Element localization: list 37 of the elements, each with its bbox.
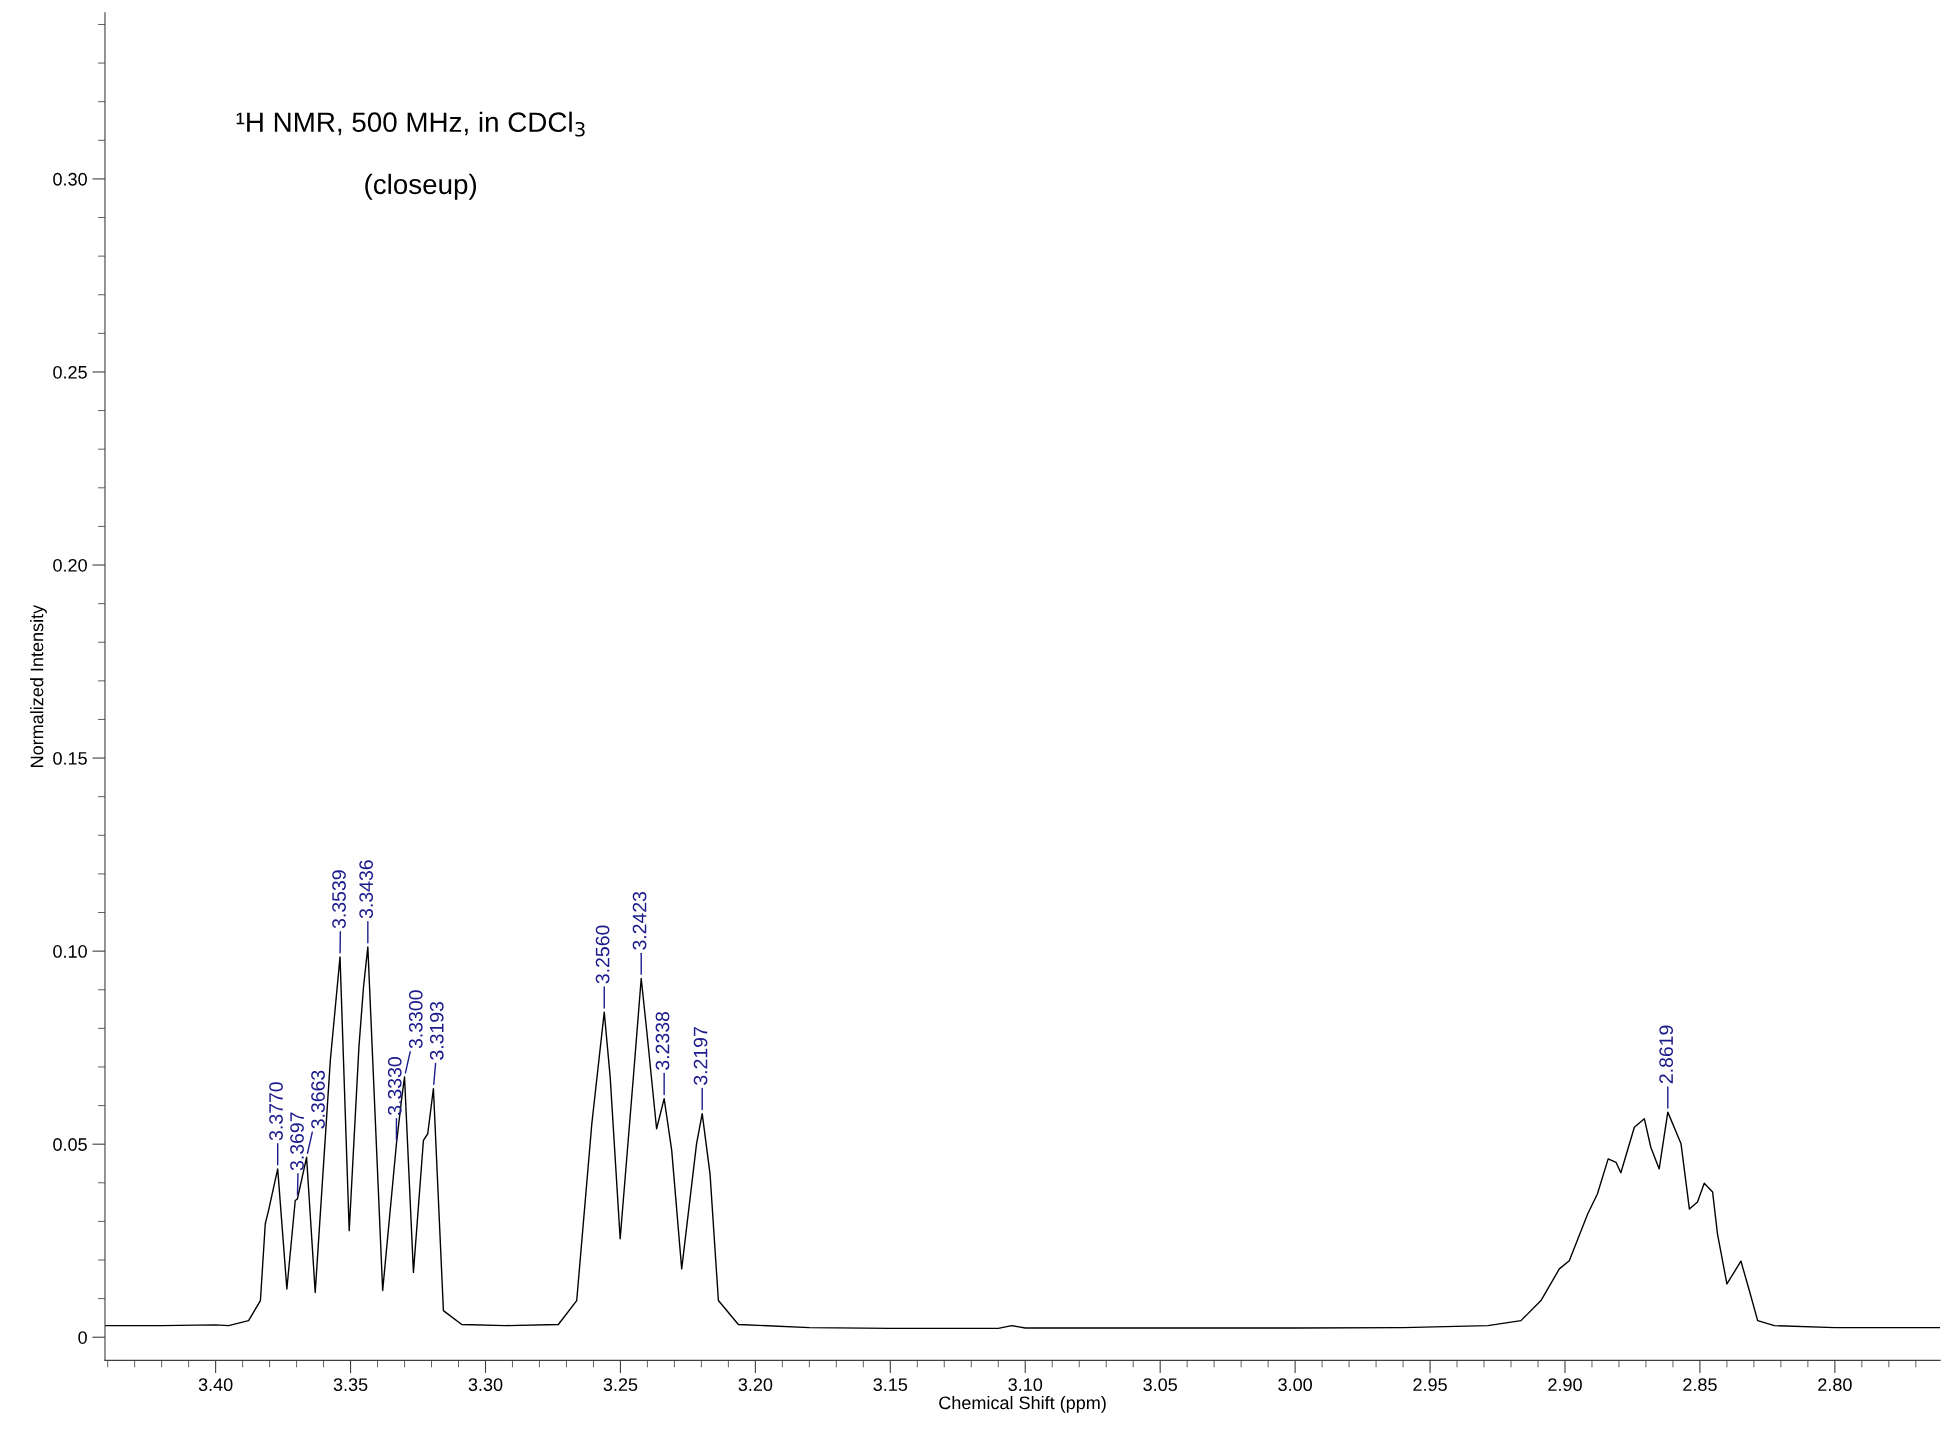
x-tick-label: 2.80	[1818, 1378, 1852, 1392]
y-tick-label: 0.25	[53, 365, 87, 379]
x-tick-label: 3.05	[1143, 1378, 1177, 1392]
y-tick-label: 0.30	[53, 172, 87, 186]
annotation: 3.2338	[655, 1011, 670, 1070]
x-tick-label: 3.25	[603, 1378, 638, 1392]
y-tick-label: 0.15	[53, 752, 87, 765]
y-tick-label: 0.10	[53, 945, 87, 958]
annotation: 3.3539	[332, 870, 346, 929]
annotation: 3.3300	[408, 990, 423, 1049]
x-axis-title: Chemical Shift (ppm)	[939, 1395, 1106, 1413]
x-tick-label: 3.10	[1008, 1378, 1043, 1392]
y-tick-label: 0.20	[53, 558, 87, 572]
annotation: 3.2197	[693, 1027, 708, 1085]
annotation: 3.2560	[595, 925, 610, 984]
x-tick-label: 2.95	[1413, 1378, 1447, 1392]
x-tick-label: 2.90	[1548, 1378, 1582, 1392]
x-tick-label: 3.30	[468, 1378, 503, 1392]
x-tick-label: 3.00	[1278, 1378, 1312, 1392]
x-tick-label: 3.20	[738, 1378, 773, 1392]
annotation: 3.3697	[290, 1112, 304, 1171]
x-tick-label: 3.40	[198, 1378, 233, 1392]
annotation: 3.3330	[387, 1057, 402, 1116]
annotation: 3.3770	[269, 1082, 283, 1141]
x-tick-label: 3.35	[333, 1378, 368, 1392]
annotation: 3.3193	[429, 1001, 444, 1060]
text: ¹H NMR, 500 MHz, in CDCl$_{3}$	[236, 111, 585, 137]
x-tick-label: 3.15	[873, 1378, 908, 1392]
y-tick-label: 0	[78, 1331, 87, 1344]
annotation: 3.3436	[359, 860, 374, 919]
annotation: 2.8619	[1659, 1025, 1674, 1084]
text: (closeup)	[365, 173, 477, 200]
y-tick-label: 0.05	[53, 1138, 87, 1151]
y-axis-title: Normalized Intensity	[30, 604, 47, 767]
x-tick-label: 2.85	[1683, 1378, 1717, 1392]
annotation: 3.2423	[632, 891, 647, 950]
annotation: 3.3663	[311, 1070, 325, 1129]
